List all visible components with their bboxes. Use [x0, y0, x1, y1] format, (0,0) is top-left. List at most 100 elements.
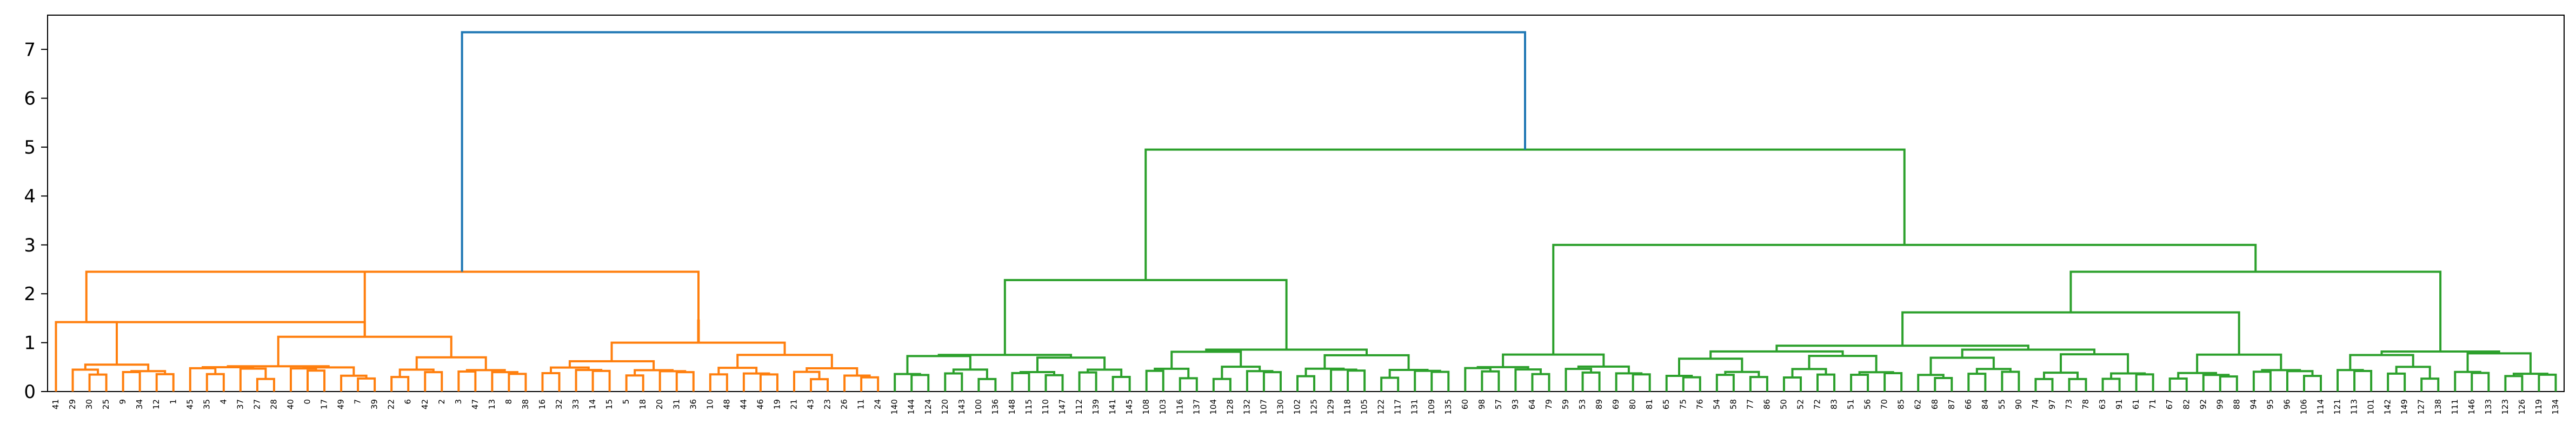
leaf-label: 46 [755, 399, 765, 409]
leaf-label: 29 [68, 399, 77, 409]
dendrogram-link [1791, 368, 1827, 377]
leaf-label: 111 [2450, 399, 2460, 415]
leaf-label: 145 [1124, 399, 1134, 415]
leaf-label: 114 [2316, 399, 2326, 415]
leaf-label: 39 [370, 399, 380, 409]
leaf-label: 58 [1728, 399, 1738, 409]
dendrogram-link [675, 371, 695, 392]
leaf-label: 120 [940, 399, 950, 415]
leaf-label: 72 [1813, 399, 1822, 409]
leaf-label: 3 [454, 399, 463, 405]
dendrogram-link [205, 373, 225, 392]
leaf-label: 51 [1846, 399, 1856, 409]
dendrogram-link [2420, 377, 2440, 392]
leaf-label: 64 [1527, 399, 1537, 409]
dendrogram-link [2538, 373, 2557, 392]
dendrogram-link [910, 374, 930, 392]
leaf-label: 95 [2265, 399, 2275, 409]
leaf-label: 40 [285, 399, 295, 409]
leaf-label: 27 [252, 399, 262, 409]
y-tick-label: 0 [24, 381, 36, 403]
leaf-label: 127 [2417, 399, 2426, 415]
leaf-label: 35 [202, 399, 211, 409]
leaf-label: 44 [738, 399, 748, 409]
dendrogram-link [697, 319, 700, 343]
dendrogram-link [568, 360, 655, 370]
dendrogram-link [810, 378, 829, 392]
leaf-label: 78 [2081, 399, 2091, 409]
leaf-label: 4 [218, 399, 228, 405]
dendrogram-link [2034, 377, 2054, 392]
leaf-label: 19 [772, 399, 782, 409]
leaf-label: 82 [2181, 399, 2191, 409]
dendrogram-link [1011, 372, 1030, 392]
dendrogram-link [84, 363, 150, 372]
leaf-label: 115 [1024, 399, 1034, 415]
leaf-label: 80 [1628, 399, 1638, 409]
leaf-label: 47 [470, 399, 480, 409]
dendrogram-link [1577, 365, 1630, 374]
y-tick-label: 7 [24, 39, 36, 61]
dendrogram-link [461, 31, 1526, 272]
dendrogram-link [2337, 369, 2364, 392]
dendrogram-link [2353, 370, 2373, 392]
leaf-label: 2 [437, 399, 447, 405]
dendrogram-link [1380, 376, 1400, 392]
dendrogram-link [1144, 148, 1906, 280]
dendrogram-link [277, 335, 452, 367]
leaf-label: 63 [2098, 399, 2107, 409]
dendrogram-link [625, 374, 644, 392]
leaf-label: 129 [1326, 399, 1336, 415]
dendrogram-link [1715, 374, 1735, 392]
dendrogram-link [357, 377, 376, 392]
leaf-label: 130 [1275, 399, 1285, 415]
leaf-label: 134 [2551, 399, 2560, 415]
dendrogram-link [1078, 371, 1097, 392]
leaf-label: 133 [2484, 399, 2493, 415]
leaf-label: 105 [1360, 399, 1369, 415]
leaf-label: 62 [1913, 399, 1923, 409]
dendrogram-link [2395, 366, 2431, 379]
dendrogram-link [508, 373, 527, 392]
leaf-label: 141 [1108, 399, 1117, 415]
dendrogram-link [122, 371, 141, 392]
dendrogram-link [1901, 311, 2240, 355]
dendrogram-link [307, 369, 326, 392]
leaf-label: 143 [957, 399, 967, 415]
dendrogram-link [1481, 370, 1500, 392]
dendrogram-link [1682, 376, 1701, 392]
leaf-label: 102 [1292, 399, 1302, 415]
leaf-label: 118 [1343, 399, 1353, 415]
leaf-label: 37 [235, 399, 245, 409]
leaf-label: 53 [1577, 399, 1587, 409]
dendrogram-link [1975, 368, 2012, 374]
dendrogram-link [1476, 366, 1529, 370]
dendrogram-link [1347, 369, 1366, 392]
leaf-label: 146 [2467, 399, 2477, 415]
y-tick-label: 6 [24, 88, 36, 110]
dendrogram-link [1145, 369, 1164, 392]
leaf-label: 117 [1393, 399, 1403, 415]
dendrogram-link [591, 369, 611, 392]
dendrogram-link [709, 373, 728, 392]
leaf-label: 107 [1259, 399, 1268, 415]
leaf-label: 88 [2232, 399, 2241, 409]
dendrogram-link [1531, 373, 1550, 392]
leaf-label: 99 [2215, 399, 2225, 409]
dendrogram-link [1665, 374, 1693, 392]
leaf-label: 148 [1007, 399, 1017, 415]
dendrogram-link [1967, 373, 1987, 392]
leaf-label: 91 [2114, 399, 2124, 409]
leaf-label: 36 [688, 399, 698, 409]
leaf-label: 79 [1544, 399, 1554, 409]
leaf-label: 8 [504, 399, 514, 405]
dendrogram-link [1111, 376, 1131, 392]
leaf-label: 85 [1896, 399, 1906, 409]
dendrogram-link [550, 366, 590, 373]
leaf-label: 75 [1678, 399, 1688, 409]
leaf-label: 45 [185, 399, 195, 409]
dendrogram-link [1212, 377, 1232, 392]
leaf-label: 124 [923, 399, 933, 415]
leaf-label: 149 [2400, 399, 2409, 415]
dendrogram-link [2135, 373, 2154, 392]
